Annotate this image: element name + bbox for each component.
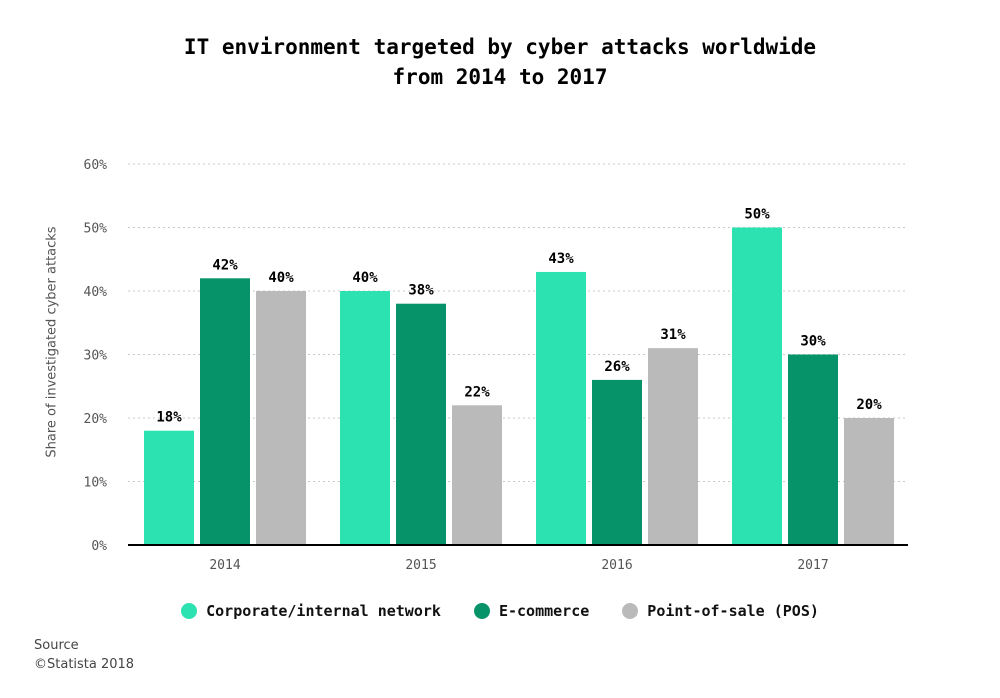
data-label: 22% xyxy=(464,384,490,400)
data-label: 43% xyxy=(548,251,574,267)
legend-label: Corporate/internal network xyxy=(206,602,441,620)
bar[interactable] xyxy=(396,303,446,545)
legend-swatch xyxy=(622,603,639,619)
y-tick-label: 50% xyxy=(84,222,108,237)
legend: Corporate/internal network E-commerce Po… xyxy=(0,602,1000,623)
data-label: 38% xyxy=(408,283,434,299)
bar[interactable] xyxy=(144,430,194,545)
y-tick-label: 40% xyxy=(84,285,108,300)
x-tick-label: 2016 xyxy=(601,558,632,573)
data-label: 26% xyxy=(604,359,630,375)
legend-item-corporate[interactable]: Corporate/internal network xyxy=(181,602,441,620)
data-label: 30% xyxy=(800,334,826,350)
source-note: Source ©Statista 2018 xyxy=(34,636,134,674)
bar[interactable] xyxy=(200,278,250,545)
axes: 0% 10% 20% 30% 40% 50% 60% 2014 2015 2016 2017 xyxy=(84,158,908,573)
chart-title-line-2: from 2014 to 2017 xyxy=(392,65,608,89)
bar[interactable] xyxy=(732,227,782,546)
data-labels: 18% 42% 40% 40% 38% 22% 43% 26% 31% 50% 30% 20% xyxy=(156,207,882,426)
chart-title-line-1: IT environment targeted by cyber attacks… xyxy=(183,35,817,59)
chart-title: IT environment targeted by cyber attacks… xyxy=(0,32,1000,92)
bar[interactable] xyxy=(256,291,306,545)
data-label: 40% xyxy=(352,270,378,286)
legend-item-pos[interactable]: Point-of-sale (POS) xyxy=(622,602,819,620)
source-link[interactable]: Source xyxy=(34,638,79,653)
y-tick-label: 10% xyxy=(84,476,108,491)
x-tick-label: 2015 xyxy=(405,558,436,573)
legend-swatch xyxy=(473,603,490,619)
data-label: 20% xyxy=(856,397,882,413)
data-label: 42% xyxy=(212,257,238,273)
y-tick-label: 20% xyxy=(84,412,108,427)
bar[interactable] xyxy=(592,379,642,545)
legend-label: E-commerce xyxy=(498,602,590,620)
bar[interactable] xyxy=(648,348,698,545)
data-label: 18% xyxy=(156,410,182,426)
bar[interactable] xyxy=(340,291,390,545)
legend-swatch xyxy=(181,603,198,619)
y-tick-label: 30% xyxy=(84,349,108,364)
data-label: 50% xyxy=(744,207,770,223)
x-tick-label: 2014 xyxy=(209,558,240,573)
legend-item-ecommerce[interactable]: E-commerce xyxy=(473,602,590,620)
copyright-text: ©Statista 2018 xyxy=(34,657,135,672)
y-tick-label: 0% xyxy=(91,539,107,554)
x-tick-label: 2017 xyxy=(797,558,828,573)
bar[interactable] xyxy=(788,354,838,546)
legend-label: Point-of-sale (POS) xyxy=(647,602,819,620)
y-tick-label: 60% xyxy=(84,158,108,173)
bars xyxy=(144,227,894,546)
bar[interactable] xyxy=(536,271,586,545)
bar[interactable] xyxy=(844,418,894,545)
bar[interactable] xyxy=(452,405,502,545)
data-label: 40% xyxy=(268,270,294,286)
data-label: 31% xyxy=(660,327,686,343)
